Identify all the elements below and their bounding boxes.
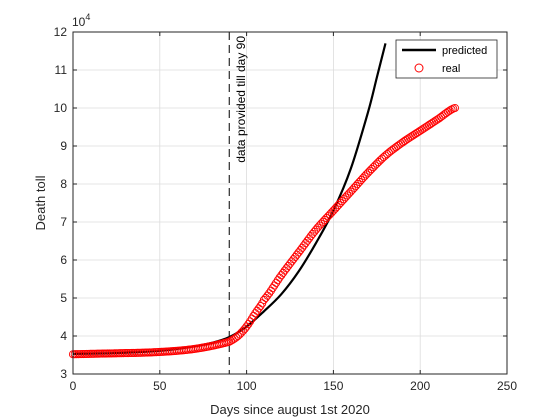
y-tick-label: 7 [60, 215, 67, 229]
y-tick-label: 12 [54, 25, 68, 39]
real-marker [450, 103, 459, 113]
legend-predicted-label: predicted [442, 45, 487, 57]
y-exponent-label: 104 [72, 12, 90, 29]
y-tick-label: 8 [60, 177, 67, 191]
annotation-text: data provided till day 90 [234, 36, 248, 163]
y-tick-label: 9 [60, 139, 67, 153]
x-tick-label: 200 [410, 379, 430, 393]
plot-area-frame [72, 31, 508, 375]
y-tick-label: 6 [60, 253, 67, 267]
x-tick-label: 250 [497, 379, 517, 393]
x-tick-label: 150 [323, 379, 343, 393]
axis-ticks: 0 50 100 150 200 250 3 4 5 6 7 8 9 10 11 12 [54, 25, 518, 393]
y-tick-label: 11 [55, 63, 68, 77]
x-tick-label: 0 [70, 379, 77, 393]
x-tick-label: 100 [237, 379, 257, 393]
x-tick-label: 50 [153, 379, 167, 393]
legend-box [395, 39, 498, 79]
y-axis-label: Death toll [33, 175, 48, 230]
y-tick-label: 5 [60, 291, 67, 305]
legend-real-label: real [442, 63, 460, 75]
legend: predicted real [395, 39, 498, 79]
legend-real-swatch [414, 63, 424, 73]
y-tick-label: 3 [60, 367, 67, 381]
series-real [68, 103, 459, 359]
y-tick-label: 4 [60, 329, 67, 343]
y-tick-label: 10 [54, 101, 68, 115]
x-axis-label: Days since august 1st 2020 [210, 402, 370, 417]
